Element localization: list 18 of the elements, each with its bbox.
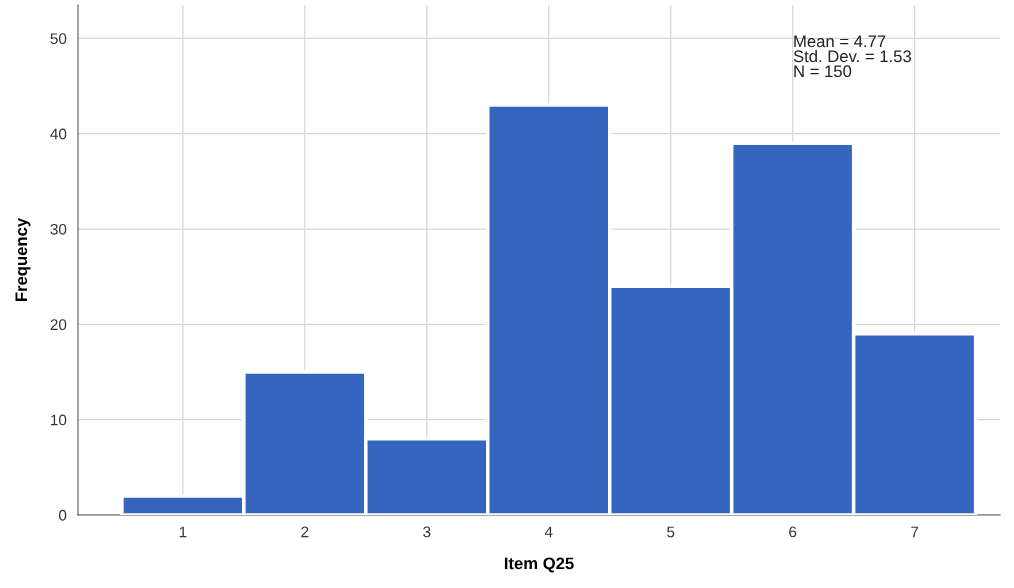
x-axis-title: Item Q25 [504,557,574,573]
x-tick-label: 1 [179,526,187,538]
x-tick-label: 5 [667,526,675,538]
x-tick-label: 3 [423,526,431,538]
y-tick-label: 0 [58,509,67,521]
y-tick-label: 40 [50,128,67,140]
y-axis-title: Frequency [15,217,31,302]
x-tick-label: 7 [911,526,919,538]
x-tick-label: 6 [789,526,797,538]
y-tick-label: 10 [51,414,67,426]
y-tick-label: 20 [50,319,67,331]
annotation: N = 150 [794,65,852,78]
x-tick-label: 2 [301,526,309,538]
annotation: Mean = 4.77 [794,35,886,48]
x-tick-label: 4 [544,526,553,538]
annotation: Std. Dev. = 1.53 [793,49,912,63]
y-tick-label: 50 [50,33,67,45]
y-tick-label: 30 [50,223,67,235]
